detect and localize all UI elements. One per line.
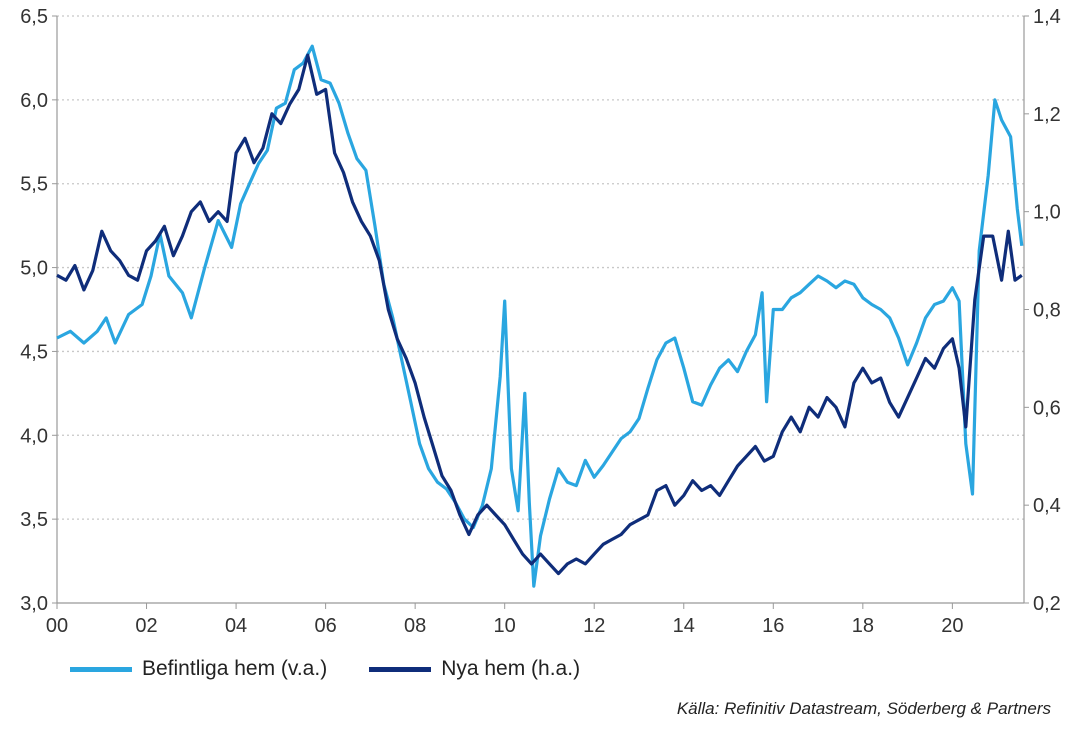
x-tick-label: 00 bbox=[46, 615, 68, 637]
y-right-tick-label: 1,0 bbox=[1033, 202, 1061, 224]
x-tick-label: 16 bbox=[762, 615, 784, 637]
y-left-tick-label: 5,0 bbox=[20, 258, 48, 280]
y-left-tick-label: 3,5 bbox=[20, 509, 48, 531]
legend-label-befintliga: Befintliga hem (v.a.) bbox=[142, 657, 328, 680]
y-right-tick-label: 0,4 bbox=[1033, 495, 1061, 517]
x-tick-label: 14 bbox=[673, 615, 695, 637]
legend-swatch-nya bbox=[369, 666, 432, 672]
legend-swatch-befintliga bbox=[70, 666, 132, 672]
series-lines bbox=[56, 44, 1024, 588]
gridlines bbox=[57, 15, 1024, 520]
x-tick-label: 10 bbox=[494, 615, 516, 637]
y-right-tick-label: 0,8 bbox=[1033, 300, 1061, 322]
x-tick-label: 02 bbox=[135, 615, 157, 637]
source-note: Källa: Refinitiv Datastream, Söderberg &… bbox=[676, 699, 1051, 718]
x-tick-label: 08 bbox=[404, 615, 426, 637]
tick-labels: 3,0 3,5 4,0 4,5 5,0 5,5 6,0 6,5 0,2 0,4 0,6 0,8 1,0 1… bbox=[20, 6, 1061, 637]
series-line-befintliga bbox=[56, 44, 1024, 588]
y-right-tick-label: 0,2 bbox=[1033, 593, 1061, 615]
legend-item-befintliga: Befintliga hem (v.a.) bbox=[70, 657, 327, 681]
legend: Befintliga hem (v.a.) Nya hem (h.a.) bbox=[70, 657, 622, 681]
legend-item-nya: Nya hem (h.a.) bbox=[369, 657, 580, 681]
y-left-tick-label: 6,0 bbox=[20, 90, 48, 112]
x-tick-label: 18 bbox=[852, 615, 874, 637]
y-right-tick-label: 1,4 bbox=[1033, 6, 1061, 28]
x-tick-label: 04 bbox=[225, 615, 247, 637]
series-line-nya bbox=[56, 53, 1023, 576]
axes bbox=[52, 15, 1029, 609]
x-tick-label: 12 bbox=[583, 615, 605, 637]
y-right-tick-label: 1,2 bbox=[1033, 104, 1061, 126]
x-tick-label: 06 bbox=[314, 615, 336, 637]
line-chart: 3,0 3,5 4,0 4,5 5,0 5,5 6,0 6,5 0,2 0,4 0,6 0,8 1,0 1… bbox=[20, 6, 1061, 637]
y-left-tick-label: 6,5 bbox=[20, 6, 48, 28]
y-left-tick-label: 4,0 bbox=[20, 425, 48, 447]
y-right-tick-label: 0,6 bbox=[1033, 397, 1061, 419]
x-tick-label: 20 bbox=[941, 615, 963, 637]
legend-label-nya: Nya hem (h.a.) bbox=[441, 657, 581, 680]
y-left-tick-label: 5,5 bbox=[20, 174, 48, 196]
y-left-tick-label: 3,0 bbox=[20, 593, 48, 615]
y-left-tick-label: 4,5 bbox=[20, 341, 48, 363]
